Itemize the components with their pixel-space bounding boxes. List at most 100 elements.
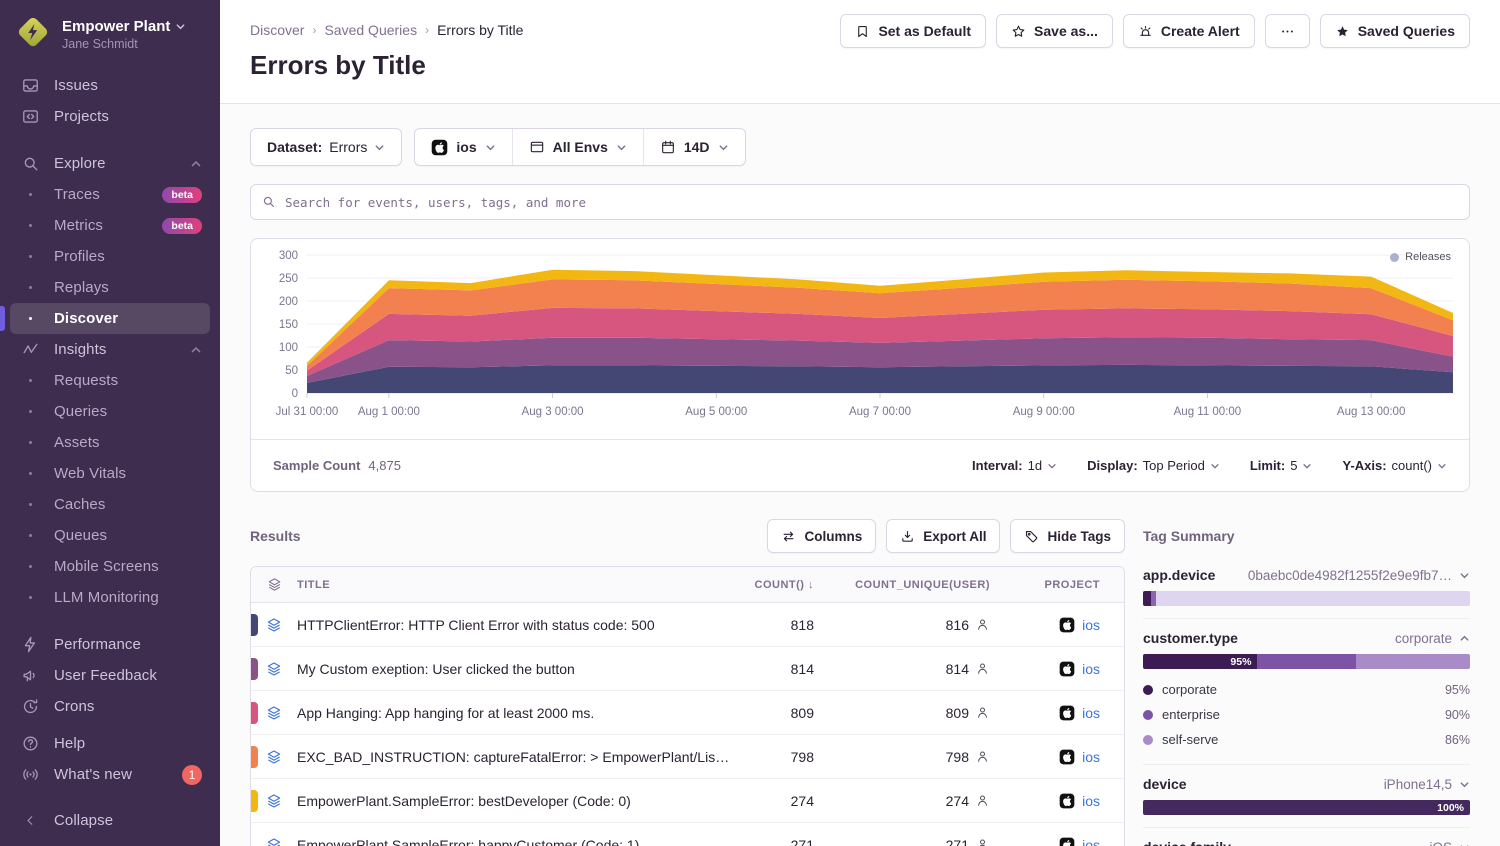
apple-icon: [1059, 793, 1075, 808]
table-row[interactable]: My Custom exeption: User clicked the but…: [251, 647, 1124, 691]
more-options-button[interactable]: [1264, 14, 1310, 48]
tag-section-header[interactable]: device iPhone14,5: [1143, 776, 1470, 792]
column-project[interactable]: PROJECT: [1044, 578, 1100, 591]
layers-icon: [251, 617, 297, 633]
project-cell: ios: [1014, 705, 1124, 721]
project-link[interactable]: ios: [1082, 748, 1100, 765]
series-color-strip: [251, 702, 258, 724]
chevron-down-icon: [176, 24, 185, 30]
table-row[interactable]: App Hanging: App hanging for at least 20…: [251, 691, 1124, 735]
series-color-strip: [251, 614, 258, 636]
tag-items: corporate 95% enterprise 90% self-serve 86%: [1143, 677, 1470, 752]
table-row[interactable]: EmpowerPlant.SampleError: happyCustomer …: [251, 823, 1124, 846]
tag-section-header[interactable]: app.device 0baebc0de4982f1255f2e9e9fb7…: [1143, 567, 1470, 583]
tag-key: device.family: [1143, 839, 1231, 846]
sidebar-item-requests[interactable]: Requests: [0, 365, 220, 396]
user-name: Jane Schmidt: [62, 37, 138, 51]
tag-section-header[interactable]: customer.type corporate: [1143, 630, 1470, 646]
sidebar-item-assets[interactable]: Assets: [0, 427, 220, 458]
error-title-link[interactable]: App Hanging: App hanging for at least 20…: [297, 704, 595, 721]
sidebar-item-metrics[interactable]: Metrics beta: [0, 210, 220, 241]
saved-queries-button[interactable]: Saved Queries: [1319, 14, 1470, 48]
chart-footer: Sample Count 4,875 Interval: 1d Display:…: [251, 439, 1469, 491]
sidebar-item-user-feedback[interactable]: User Feedback: [0, 660, 220, 691]
tag-distribution-bar: 100%: [1143, 800, 1470, 815]
sidebar-group-explore[interactable]: Explore: [0, 148, 220, 179]
whats-new-badge: 1: [182, 764, 202, 785]
error-title-link[interactable]: EmpowerPlant.SampleError: happyCustomer …: [297, 836, 640, 846]
sidebar-item-crons[interactable]: Crons: [0, 691, 220, 722]
save-as-button[interactable]: Save as...: [996, 14, 1113, 48]
user-icon: [975, 705, 990, 720]
breadcrumb-discover[interactable]: Discover: [250, 22, 305, 38]
page-title: Errors by Title: [250, 50, 426, 80]
interval-selector[interactable]: Interval: 1d: [972, 458, 1057, 473]
tag-summary-body: app.device 0baebc0de4982f1255f2e9e9fb7… …: [1143, 556, 1470, 846]
create-alert-button[interactable]: Create Alert: [1122, 14, 1255, 48]
layers-icon: [251, 705, 297, 721]
sidebar-item-llm-monitoring[interactable]: LLM Monitoring: [0, 582, 220, 613]
sidebar-item-queries[interactable]: Queries: [0, 396, 220, 427]
error-title-link[interactable]: My Custom exeption: User clicked the but…: [297, 660, 575, 677]
sidebar-item-caches[interactable]: Caches: [0, 489, 220, 520]
environment-filter[interactable]: All Envs: [511, 129, 643, 165]
sidebar-item-replays[interactable]: Replays: [0, 272, 220, 303]
sidebar-item-profiles[interactable]: Profiles: [0, 241, 220, 272]
sidebar-group-insights[interactable]: Insights: [0, 334, 220, 365]
sidebar-item-help[interactable]: Help: [0, 728, 220, 759]
svg-text:Jul 31 00:00: Jul 31 00:00: [276, 406, 339, 418]
sidebar-item-queues[interactable]: Queues: [0, 520, 220, 551]
sidebar-item-performance[interactable]: Performance: [0, 629, 220, 660]
download-icon: [900, 529, 915, 544]
sample-count-value: 4,875: [368, 458, 401, 473]
date-range-filter[interactable]: 14D: [642, 129, 745, 165]
svg-text:0: 0: [292, 388, 298, 400]
limit-selector[interactable]: Limit: 5: [1250, 458, 1313, 473]
tag-section-header[interactable]: device.family iOS: [1143, 839, 1470, 846]
column-count-unique[interactable]: COUNT_UNIQUE(USER): [855, 578, 990, 591]
yaxis-selector[interactable]: Y-Axis: count(): [1342, 458, 1447, 473]
sidebar-item-discover[interactable]: Discover: [10, 303, 210, 334]
sidebar-item-mobile-screens[interactable]: Mobile Screens: [0, 551, 220, 582]
main-content: Discover › Saved Queries › Errors by Tit…: [220, 0, 1500, 846]
table-row[interactable]: EmpowerPlant.SampleError: bestDeveloper …: [251, 779, 1124, 823]
column-count[interactable]: COUNT() ↓: [754, 578, 814, 591]
sidebar-item-traces[interactable]: Traces beta: [0, 179, 220, 210]
layers-icon: [251, 793, 297, 809]
sidebar-collapse-button[interactable]: Collapse: [0, 805, 220, 836]
svg-text:Aug 1 00:00: Aug 1 00:00: [358, 406, 420, 418]
dataset-selector[interactable]: Dataset: Errors: [250, 128, 403, 166]
sidebar-item-whats-new[interactable]: What's new 1: [0, 759, 220, 790]
error-title-link[interactable]: EXC_BAD_INSTRUCTION: captureFatalError: …: [297, 748, 734, 765]
project-link[interactable]: ios: [1082, 704, 1100, 721]
sidebar-item-issues[interactable]: Issues: [0, 70, 220, 101]
project-link[interactable]: ios: [1082, 792, 1100, 809]
chart-legend[interactable]: Releases: [1390, 251, 1451, 263]
sidebar-item-web-vitals[interactable]: Web Vitals: [0, 458, 220, 489]
error-title-link[interactable]: HTTPClientError: HTTP Client Error with …: [297, 616, 655, 633]
project-cell: ios: [1014, 617, 1124, 633]
project-filter[interactable]: ios: [415, 129, 511, 165]
set-as-default-button[interactable]: Set as Default: [840, 14, 987, 48]
error-title-link[interactable]: EmpowerPlant.SampleError: bestDeveloper …: [297, 792, 631, 809]
project-link[interactable]: ios: [1082, 836, 1100, 846]
org-switcher[interactable]: Empower Plant: [62, 18, 186, 35]
user-icon: [975, 617, 990, 632]
search-input[interactable]: [250, 184, 1470, 220]
table-row[interactable]: EXC_BAD_INSTRUCTION: captureFatalError: …: [251, 735, 1124, 779]
count-unique-value: 798: [844, 749, 1014, 765]
display-selector[interactable]: Display: Top Period: [1087, 458, 1220, 473]
table-row[interactable]: HTTPClientError: HTTP Client Error with …: [251, 603, 1124, 647]
hide-tags-button[interactable]: Hide Tags: [1010, 519, 1125, 553]
column-title[interactable]: TITLE: [297, 578, 331, 591]
project-link[interactable]: ios: [1082, 660, 1100, 677]
chevron-down-icon: [1437, 461, 1447, 471]
project-link[interactable]: ios: [1082, 616, 1100, 633]
breadcrumb-saved-queries[interactable]: Saved Queries: [324, 22, 418, 38]
org-logo: [14, 13, 52, 56]
sidebar-item-projects[interactable]: Projects: [0, 101, 220, 132]
export-all-button[interactable]: Export All: [886, 519, 1001, 553]
columns-button[interactable]: Columns: [767, 519, 877, 553]
tag-section: device iPhone14,5 100%: [1143, 764, 1470, 827]
svg-text:150: 150: [279, 319, 298, 331]
